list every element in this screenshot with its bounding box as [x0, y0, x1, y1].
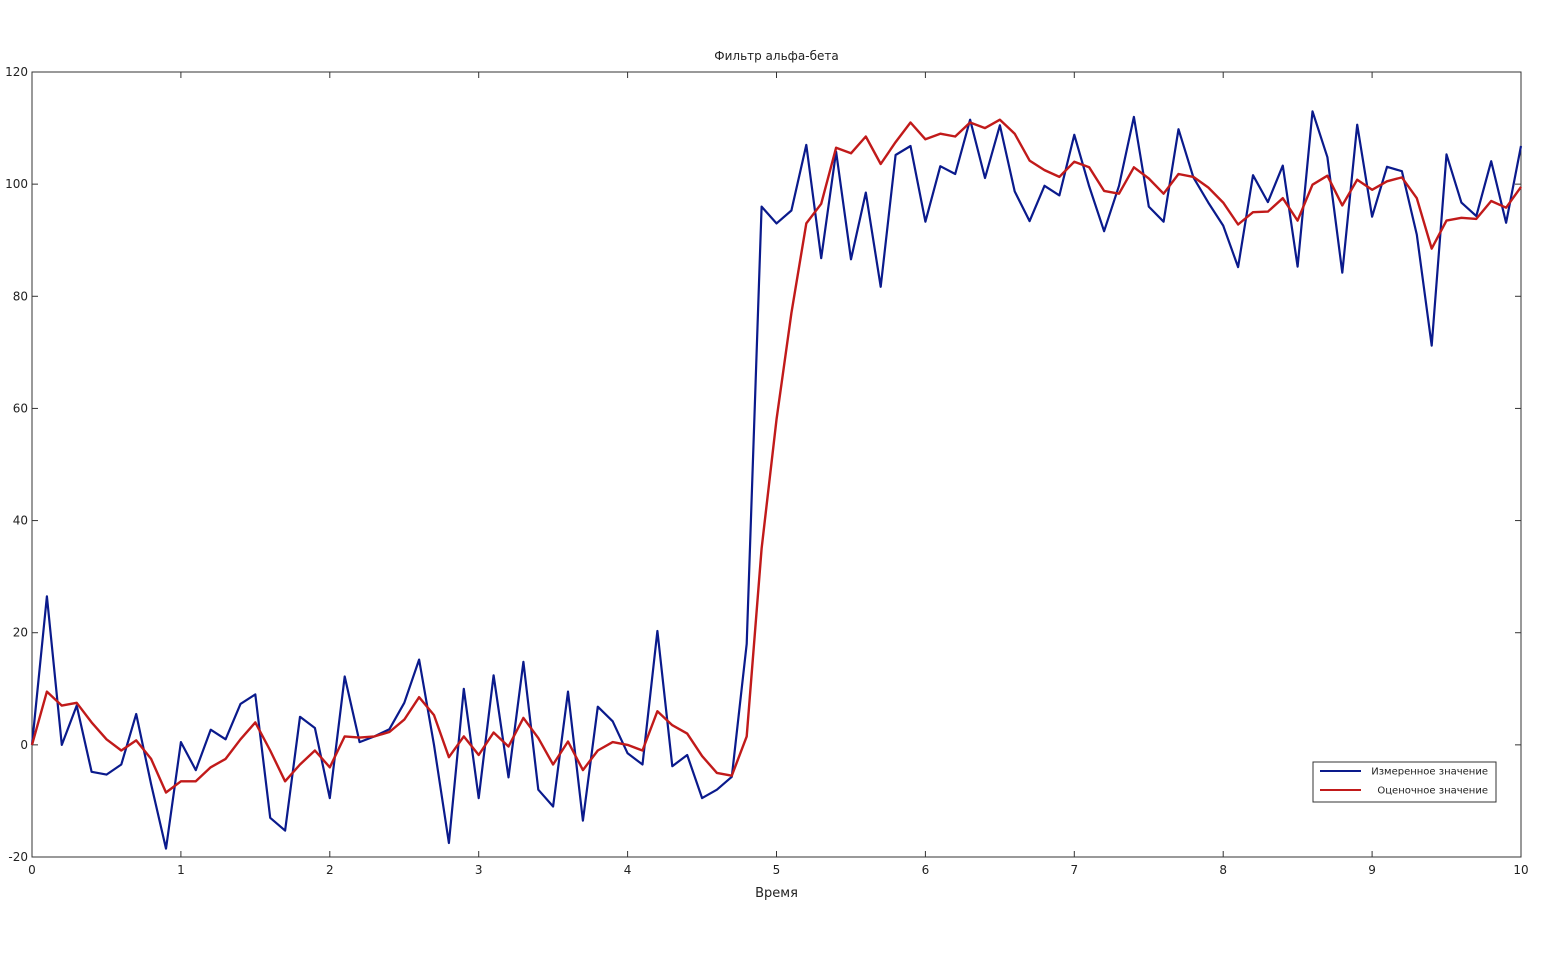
x-tick-label: 10 [1513, 863, 1528, 877]
y-tick-label: 100 [5, 177, 28, 191]
x-axis-label: Время [755, 886, 798, 901]
series-line-estimated [30, 118, 1522, 794]
y-tick-label: 120 [5, 65, 28, 79]
x-tick-label: 1 [177, 863, 185, 877]
y-tick-label: 60 [13, 401, 28, 415]
x-tick-label: 4 [624, 863, 632, 877]
x-tick-label: 5 [773, 863, 781, 877]
x-tick-label: 6 [922, 863, 930, 877]
x-tick-label: 0 [28, 863, 36, 877]
plot-area [31, 71, 1522, 858]
x-tick-label: 3 [475, 863, 483, 877]
y-tick-label: 0 [20, 738, 28, 752]
y-tick-label: 40 [13, 514, 28, 528]
legend-box [1312, 761, 1497, 803]
legend-label: Измеренное значение [1371, 767, 1488, 778]
x-tick-label: 7 [1070, 863, 1078, 877]
x-tick-label: 9 [1368, 863, 1376, 877]
y-tick-label: -20 [8, 850, 28, 864]
x-tick-label: 2 [326, 863, 334, 877]
x-tick-label: 8 [1219, 863, 1227, 877]
y-tick-label: 20 [13, 626, 28, 640]
series-line-measured [30, 110, 1523, 850]
legend-label: Оценочное значение [1377, 786, 1488, 797]
legend: Измеренное значение Оценочное значение [1312, 761, 1497, 803]
y-tick-label: 80 [13, 289, 28, 303]
series-layer [30, 110, 1523, 850]
chart-title: Фильтр альфа-бета [714, 49, 838, 63]
